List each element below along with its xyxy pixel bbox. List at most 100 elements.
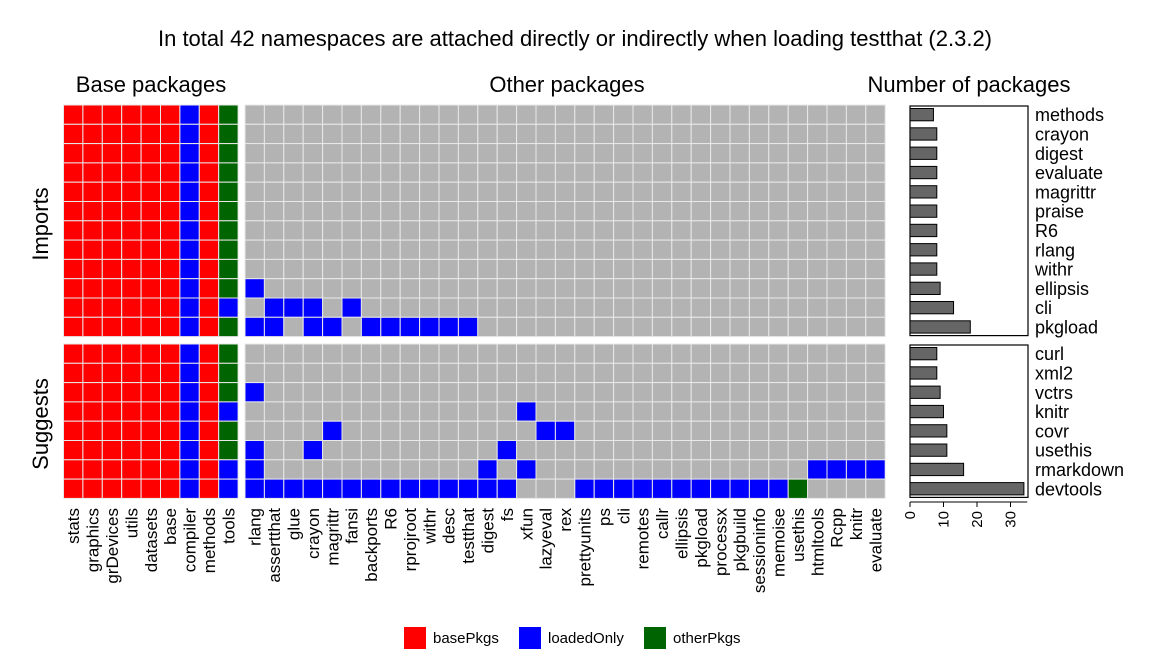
cell-devtools-grDevices <box>101 478 123 499</box>
cell-knitr-pkgbuild <box>729 401 750 422</box>
cell-rlang-rprojroot <box>399 239 421 260</box>
cell-vctrs-magrittr <box>322 382 343 403</box>
cell-cli-methods <box>198 297 220 318</box>
cell-R6-glue <box>283 220 304 241</box>
cell-cli-prettyunits <box>574 297 595 318</box>
column-label-cli: cli <box>614 508 633 524</box>
cell-devtools-rlang <box>244 478 265 499</box>
cell-pkgload-remotes <box>632 316 653 338</box>
cell-evaluate-rprojroot <box>399 162 421 183</box>
cell-pkgload-fansi <box>341 316 362 338</box>
cell-xml2-ps <box>593 362 615 384</box>
cell-pkgload-compiler <box>179 316 200 338</box>
cell-rlang-ps <box>593 239 615 260</box>
row-label-ellipsis: ellipsis <box>1035 279 1089 299</box>
cell-rlang-grDevices <box>101 239 123 260</box>
column-label-methods: methods <box>200 508 219 573</box>
cell-rmarkdown-base <box>160 459 181 480</box>
row-label-curl: curl <box>1035 344 1064 364</box>
cell-praise-rlang <box>244 201 265 222</box>
column-label-graphics: graphics <box>84 508 103 572</box>
cell-pkgload-digest <box>477 316 498 338</box>
cell-vctrs-memoise <box>768 382 789 403</box>
cell-magrittr-memoise <box>768 181 789 202</box>
cell-digest-rlang <box>244 143 265 164</box>
cell-ellipsis-grDevices <box>101 278 123 299</box>
cell-curl-R6 <box>380 343 401 364</box>
count-axis-tick-label-0: 0 <box>902 511 919 519</box>
cell-curl-cli <box>613 343 634 364</box>
cell-digest-ps <box>593 143 615 164</box>
cell-R6-compiler <box>179 220 200 241</box>
cell-digest-lazyeval <box>535 143 556 164</box>
cell-vctrs-evaluate <box>865 382 886 403</box>
row-label-usethis: usethis <box>1035 441 1092 461</box>
cell-vctrs-Rcpp <box>826 382 847 403</box>
cell-R6-R6 <box>380 220 401 241</box>
cell-praise-evaluate <box>865 201 886 222</box>
cell-usethis-ellipsis <box>671 440 692 461</box>
row-label-rmarkdown: rmarkdown <box>1035 460 1124 480</box>
cell-cli-fs <box>496 297 518 318</box>
column-label-utils: utils <box>122 508 141 538</box>
cell-crayon-knitr <box>845 123 867 145</box>
cell-vctrs-grDevices <box>101 382 123 403</box>
cell-praise-methods <box>198 201 220 222</box>
cell-knitr-stats <box>63 401 84 422</box>
cell-devtools-backports <box>360 478 382 499</box>
cell-R6-memoise <box>768 220 789 241</box>
cell-digest-processx <box>710 143 731 164</box>
cell-magrittr-grDevices <box>101 181 123 202</box>
cell-withr-usethis <box>787 258 809 280</box>
cell-withr-lazyeval <box>535 258 556 280</box>
cell-usethis-assertthat <box>263 440 285 461</box>
cell-ellipsis-datasets <box>140 278 162 299</box>
cell-rlang-fs <box>496 239 518 260</box>
cell-usethis-magrittr <box>322 440 343 461</box>
cell-withr-R6 <box>380 258 401 280</box>
cell-withr-datasets <box>140 258 162 280</box>
cell-praise-testthat <box>457 201 479 222</box>
cell-devtools-lazyeval <box>535 478 556 499</box>
row-label-praise: praise <box>1035 202 1084 222</box>
cell-vctrs-utils <box>121 382 142 403</box>
row-label-digest: digest <box>1035 144 1083 164</box>
cell-methods-fs <box>496 104 518 125</box>
cell-covr-sessioninfo <box>748 420 770 442</box>
cell-curl-pkgload <box>690 343 712 364</box>
cell-ellipsis-prettyunits <box>574 278 595 299</box>
count-bar-rlang <box>909 243 938 257</box>
cell-usethis-remotes <box>632 440 653 461</box>
cell-praise-ps <box>593 201 615 222</box>
cell-xml2-fansi <box>341 362 362 384</box>
cell-praise-magrittr <box>322 201 343 222</box>
cell-ellipsis-ellipsis <box>671 278 692 299</box>
cell-digest-callr <box>651 143 673 164</box>
column-label-digest: digest <box>479 508 498 554</box>
column-label-rprojroot: rprojroot <box>401 508 420 572</box>
cell-vctrs-desc <box>438 382 459 403</box>
cell-devtools-remotes <box>632 478 653 499</box>
cell-knitr-memoise <box>768 401 789 422</box>
cell-rlang-digest <box>477 239 498 260</box>
cell-curl-ps <box>593 343 615 364</box>
cell-rlang-utils <box>121 239 142 260</box>
cell-ellipsis-assertthat <box>263 278 285 299</box>
column-label-evaluate: evaluate <box>867 508 886 572</box>
cell-methods-backports <box>360 104 382 125</box>
cell-digest-xfun <box>516 143 537 164</box>
cell-covr-grDevices <box>101 420 123 442</box>
legend: basePkgs loadedOnly otherPkgs <box>404 627 741 649</box>
cell-cli-remotes <box>632 297 653 318</box>
cell-evaluate-callr <box>651 162 673 183</box>
cell-usethis-lazyeval <box>535 440 556 461</box>
cell-devtools-evaluate <box>865 478 886 499</box>
cell-magrittr-lazyeval <box>535 181 556 202</box>
cell-ellipsis-stats <box>63 278 84 299</box>
cell-magrittr-backports <box>360 181 382 202</box>
cell-R6-cli <box>613 220 634 241</box>
cell-ellipsis-glue <box>283 278 304 299</box>
cell-withr-assertthat <box>263 258 285 280</box>
cell-ellipsis-testthat <box>457 278 479 299</box>
cell-rmarkdown-digest <box>477 459 498 480</box>
